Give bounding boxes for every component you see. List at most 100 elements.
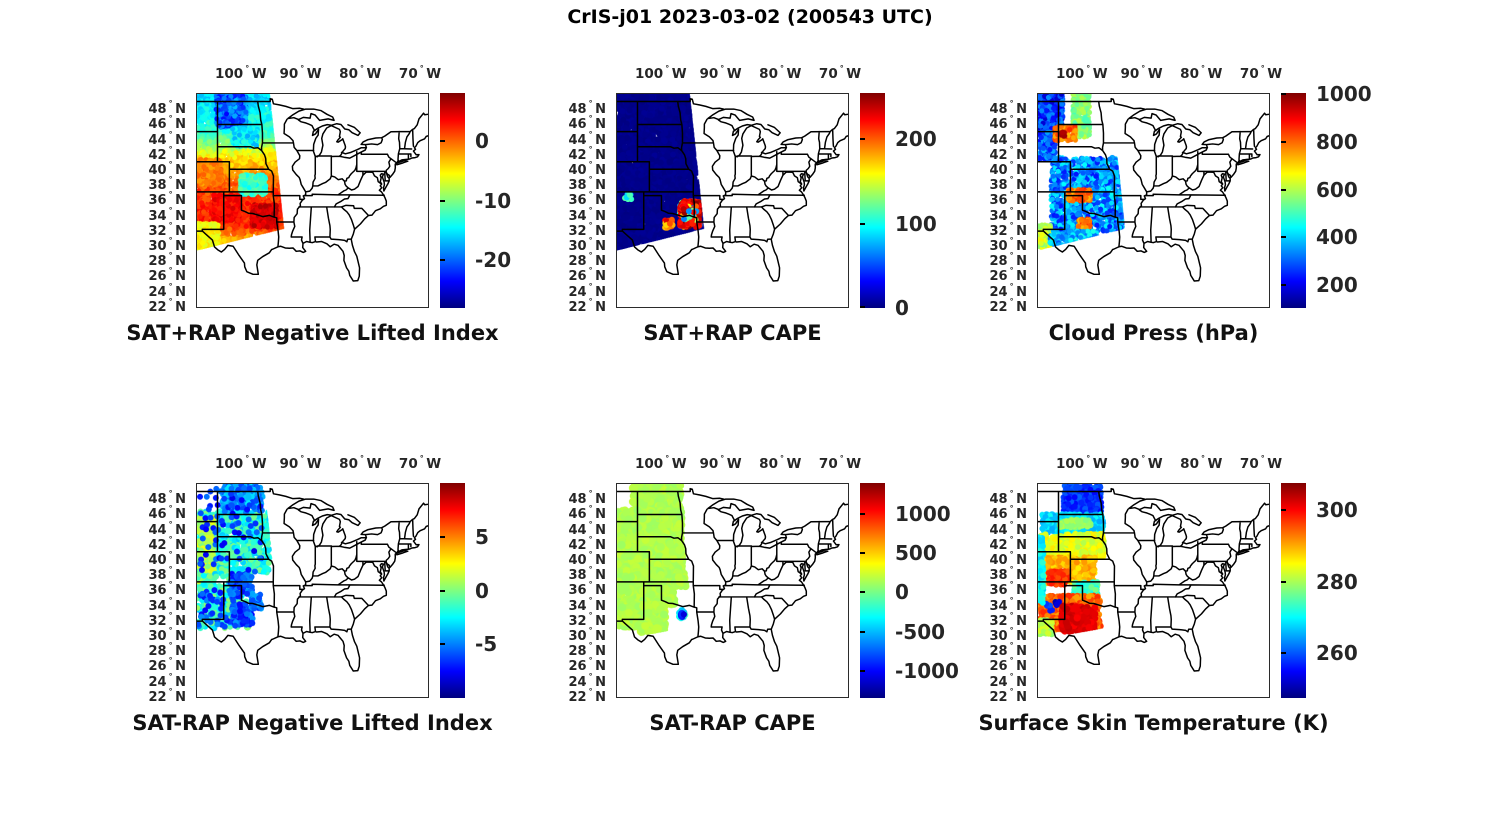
colorbar-tick-label: 300 (1316, 497, 1358, 522)
lon-tick-label: 90 ° W (699, 64, 742, 82)
colorbar-sat-plus-rap-cape (860, 93, 885, 308)
lat-tick-label: 44 ° N (568, 519, 606, 538)
colorbar-tick (440, 259, 445, 262)
lat-tick-label: 48 ° N (989, 99, 1027, 118)
map-sat-plus-rap-cape (616, 93, 849, 308)
latitude-axis: 48 ° N 46 ° N 44 ° N 42 ° N 40 ° N 38 ° N 36 ° N 34 ° N 32 ° N 30 ° N… (92, 483, 186, 705)
colorbar-tick (860, 513, 865, 516)
colorbar-tick (440, 643, 445, 646)
lat-tick-label: 42 ° N (989, 534, 1027, 553)
colorbar-tick-label: 5 (475, 524, 489, 549)
lat-tick-label: 44 ° N (148, 519, 186, 538)
lon-tick-label: 90 ° W (279, 454, 322, 472)
lat-tick-label: 44 ° N (989, 519, 1027, 538)
lat-tick-label: 22 ° N (148, 296, 186, 315)
colorbar-tick-label: -5 (475, 632, 498, 657)
lat-tick-label: 30 ° N (568, 235, 606, 254)
panel-cloud-press: 100 ° W 90 ° W 80 ° W 70 ° W 48 ° N 46 ° N 44 ° N 42 ° N 40 ° N 38 °… (990, 64, 1372, 345)
data-swath-layer (197, 94, 428, 307)
lat-tick-label: 42 ° N (148, 534, 186, 553)
lat-tick-label: 44 ° N (989, 129, 1027, 148)
map-sat-minus-rap-nli (196, 483, 429, 698)
lon-tick-label: 70 ° W (818, 454, 862, 472)
latitude-axis: 48 ° N 46 ° N 44 ° N 42 ° N 40 ° N 38 ° N 36 ° N 34 ° N 32 ° N 30 ° N… (512, 93, 606, 315)
lat-tick-label: 46 ° N (989, 114, 1027, 133)
lat-tick-label: 48 ° N (148, 489, 186, 508)
colorbar-tick (440, 589, 445, 592)
longitude-axis: 100 ° W 90 ° W 80 ° W 70 ° W (196, 454, 441, 474)
us-states-basemap (617, 97, 848, 282)
lat-tick-label: 24 ° N (148, 671, 186, 690)
lat-tick-label: 34 ° N (148, 595, 186, 614)
data-swath-layer (197, 484, 428, 697)
lat-tick-label: 40 ° N (568, 159, 606, 178)
lat-tick-label: 38 ° N (148, 175, 186, 194)
lat-tick-label: 28 ° N (989, 641, 1027, 660)
colorbar-tick (860, 306, 865, 309)
lat-tick-label: 28 ° N (989, 251, 1027, 270)
lat-tick-label: 40 ° N (989, 549, 1027, 568)
colorbar-tick-label: -1000 (895, 658, 959, 683)
colorbar-tick-label: -500 (895, 619, 946, 644)
lat-tick-label: 48 ° N (568, 489, 606, 508)
colorbar-tick-label: 600 (1316, 177, 1358, 202)
lat-tick-label: 26 ° N (568, 656, 606, 675)
map-surface-skin-temperature (1037, 483, 1270, 698)
longitude-axis: 100 ° W 90 ° W 80 ° W 70 ° W (1037, 64, 1282, 84)
lat-tick-label: 28 ° N (568, 641, 606, 660)
latitude-axis: 48 ° N 46 ° N 44 ° N 42 ° N 40 ° N 38 ° N 36 ° N 34 ° N 32 ° N 30 ° N… (933, 483, 1027, 705)
lat-tick-label: 22 ° N (568, 296, 606, 315)
map-cloud-press (1037, 93, 1270, 308)
lat-tick-label: 36 ° N (989, 580, 1027, 599)
lon-tick-label: 90 ° W (279, 64, 322, 82)
colorbar-tick-label: 500 (895, 541, 937, 566)
lat-tick-label: 40 ° N (148, 549, 186, 568)
longitude-axis: 100 ° W 90 ° W 80 ° W 70 ° W (1037, 454, 1282, 474)
panel-title-sat-minus-rap-cape: SAT-RAP CAPE (649, 711, 816, 735)
colorbar-tick-label: 100 (895, 211, 937, 236)
lon-tick-label: 100 ° W (1056, 454, 1108, 472)
colorbar-tick-label: -20 (475, 248, 512, 273)
lat-tick-label: 40 ° N (989, 159, 1027, 178)
lat-tick-label: 36 ° N (989, 190, 1027, 209)
colorbar-tick (860, 630, 865, 633)
colorbar-tick-label: 260 (1316, 641, 1358, 666)
lat-tick-label: 32 ° N (989, 220, 1027, 239)
lat-tick-label: 48 ° N (989, 489, 1027, 508)
lat-tick-label: 34 ° N (989, 595, 1027, 614)
colorbar-tick-label: 0 (895, 580, 909, 605)
lat-tick-label: 42 ° N (568, 144, 606, 163)
lat-tick-label: 28 ° N (568, 251, 606, 270)
lat-tick-label: 32 ° N (568, 610, 606, 629)
latitude-axis: 48 ° N 46 ° N 44 ° N 42 ° N 40 ° N 38 ° N 36 ° N 34 ° N 32 ° N 30 ° N… (92, 93, 186, 315)
lon-tick-label: 100 ° W (635, 454, 687, 472)
lat-tick-label: 38 ° N (989, 565, 1027, 584)
colorbar-cloud-press (1281, 93, 1306, 308)
map-sat-plus-rap-nli (196, 93, 429, 308)
lon-tick-label: 90 ° W (699, 454, 742, 472)
lon-tick-label: 90 ° W (1120, 64, 1163, 82)
lat-tick-label: 48 ° N (568, 99, 606, 118)
colorbar-tick (1281, 652, 1286, 655)
lon-tick-label: 70 ° W (1239, 64, 1283, 82)
lat-tick-label: 34 ° N (568, 205, 606, 224)
lat-tick-label: 46 ° N (568, 114, 606, 133)
lat-tick-label: 38 ° N (568, 175, 606, 194)
colorbar-tick (1281, 580, 1286, 583)
lat-tick-label: 22 ° N (989, 686, 1027, 705)
lat-tick-label: 32 ° N (568, 220, 606, 239)
lat-tick-label: 24 ° N (568, 671, 606, 690)
lat-tick-label: 26 ° N (989, 656, 1027, 675)
colorbar-tick (1281, 284, 1286, 287)
colorbar-tick (860, 138, 865, 141)
lat-tick-label: 36 ° N (568, 190, 606, 209)
longitude-axis: 100 ° W 90 ° W 80 ° W 70 ° W (616, 64, 861, 84)
colorbar-tick (860, 591, 865, 594)
colorbar-tick (440, 199, 445, 202)
lat-tick-label: 40 ° N (148, 159, 186, 178)
colorbar-tick-label: 1000 (1316, 81, 1372, 106)
figure-title: CrIS-j01 2023-03-02 (200543 UTC) (567, 6, 933, 28)
lat-tick-label: 48 ° N (148, 99, 186, 118)
lat-tick-label: 28 ° N (148, 251, 186, 270)
panel-title-surface-skin-temperature: Surface Skin Temperature (K) (978, 711, 1329, 735)
